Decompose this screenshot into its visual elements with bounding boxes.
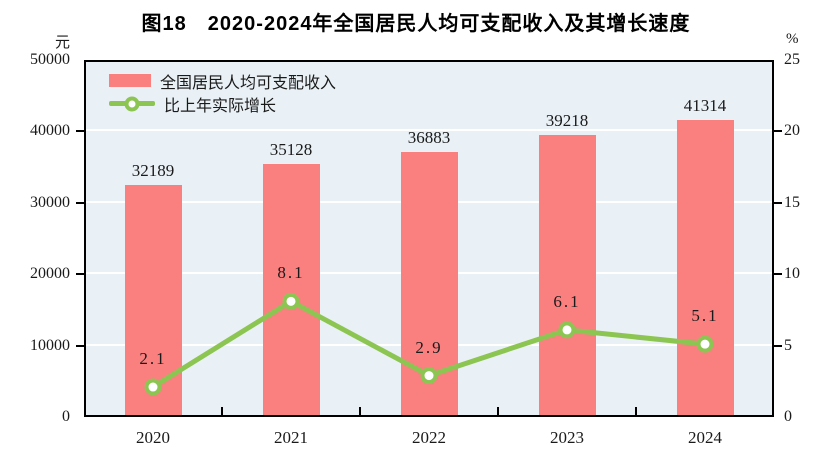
right-axis-tick [774, 273, 782, 276]
right-axis-tick-label: 25 [784, 51, 800, 68]
right-axis-tick-label: 15 [784, 193, 800, 211]
income-bar [538, 134, 596, 415]
left-axis-tick-label: 50000 [30, 51, 70, 68]
left-axis-tick [76, 344, 84, 347]
left-axis-tick [76, 201, 84, 204]
x-axis-label: 2022 [412, 428, 446, 447]
income-bar [262, 164, 320, 415]
left-axis-tick-label: 40000 [30, 122, 70, 140]
right-axis-tick [774, 344, 782, 347]
x-axis-tick [497, 407, 499, 415]
left-axis-tick-label: 30000 [30, 193, 70, 211]
bar-value-label: 41314 [683, 96, 727, 116]
line-value-label: 6.1 [553, 291, 581, 311]
x-axis-label: 2023 [550, 428, 584, 447]
legend-item-growth: 比上年实际增长 [109, 94, 336, 115]
right-axis-tick-label: 5 [784, 336, 792, 354]
x-axis-label: 2024 [688, 428, 722, 447]
income-bar [124, 185, 182, 415]
chart-title: 图18 2020-2024年全国居民人均可支配收入及其增长速度 [141, 13, 691, 35]
x-axis-tick [635, 407, 637, 415]
legend-item-income: 全国居民人均可支配收入 [109, 71, 337, 92]
income-bar [400, 151, 458, 415]
line-value-label: 5.1 [691, 306, 719, 326]
bar-value-label: 35128 [269, 140, 313, 160]
right-axis-tick [774, 201, 782, 204]
x-axis-label: 2020 [136, 428, 170, 447]
x-axis-label: 2021 [274, 428, 308, 447]
x-axis-tick [359, 407, 361, 415]
left-axis-unit: 元 [54, 35, 70, 51]
legend-growth-label: 比上年实际增长 [164, 97, 277, 115]
left-axis-tick-label: 20000 [30, 265, 70, 283]
right-axis-tick-label: 20 [784, 122, 800, 140]
line-marker-icon [124, 96, 140, 111]
left-axis-tick [76, 130, 84, 133]
bar-value-label: 32189 [131, 161, 175, 181]
line-value-label: 2.9 [415, 337, 443, 357]
line-value-label: 8.1 [277, 263, 305, 283]
line-swatch-icon [109, 96, 155, 111]
left-axis-tick [76, 273, 84, 276]
right-axis-tick-label: 10 [784, 265, 800, 283]
legend: 全国居民人均可支配收入 比上年实际增长 [109, 71, 336, 117]
left-axis-tick-label: 0 [62, 408, 70, 425]
bar-value-label: 39218 [545, 110, 589, 130]
right-axis-tick [774, 130, 782, 133]
line-value-label: 2.1 [139, 349, 167, 368]
right-axis-tick-label: 0 [784, 408, 792, 425]
bar-value-label: 36883 [407, 127, 451, 147]
income-bar [676, 120, 734, 415]
gridline [86, 129, 772, 132]
bar-swatch-icon [109, 74, 151, 87]
right-axis-unit: % [786, 31, 799, 47]
legend-income-label: 全国居民人均可支配收入 [160, 74, 337, 92]
x-axis-tick [221, 407, 223, 415]
left-axis-tick-label: 10000 [30, 336, 70, 354]
